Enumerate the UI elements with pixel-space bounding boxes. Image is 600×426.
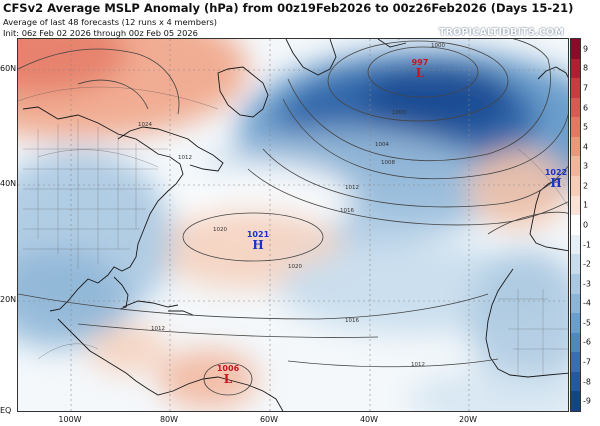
colorbar-segment	[571, 254, 580, 275]
lon-label-100w: 100W	[58, 415, 82, 424]
colorbar-tick-label: 7	[583, 83, 589, 93]
colorbar-tick-label: -2	[583, 259, 591, 269]
colorbar-tick-label: 8	[583, 63, 589, 73]
high-pressure-value: 1022	[544, 168, 568, 177]
lon-label-60w: 60W	[259, 415, 279, 424]
colorbar-tick-label: -8	[583, 377, 591, 387]
colorbar-segment	[571, 97, 580, 118]
low-pressure-symbol: L	[415, 66, 425, 80]
colorbar-segment	[571, 352, 580, 373]
colorbar-segment	[571, 313, 580, 334]
high-pressure-center-iberia: 1022 H	[544, 168, 568, 190]
isobar-label: 1016	[340, 208, 354, 214]
brand-watermark: TROPICALTIDBITS.COM	[438, 27, 564, 38]
colorbar-segment	[571, 117, 580, 138]
colorbar-segment	[571, 215, 580, 236]
isobar-label: 1020	[288, 264, 302, 270]
colorbar-tick-label: 2	[583, 181, 589, 191]
colorbar-tick-label: 9	[583, 44, 589, 54]
anomaly-map-graphic: 1000 1000 1004 1008 1012 1016 1020 1020 …	[18, 39, 568, 411]
isobar-label: 1004	[375, 142, 389, 148]
isobar-label-layer: 1000 1000 1004 1008 1012 1016 1020 1020 …	[138, 43, 445, 368]
high-pressure-value: 1021	[246, 230, 270, 239]
colorbar-tick-label: -1	[583, 240, 591, 250]
low-pressure-value: 997	[411, 58, 429, 67]
colorbar-segment	[571, 332, 580, 353]
colorbar-tick-label: 3	[583, 161, 589, 171]
isobar-label: 1000	[392, 110, 406, 116]
colorbar-segment	[571, 371, 580, 392]
colorbar-tick-label: -9	[583, 396, 591, 406]
colorbar-tick-label: 6	[583, 103, 589, 113]
colorbar-tick-label: -5	[583, 318, 591, 328]
high-pressure-symbol: H	[252, 238, 264, 252]
isobar-label: 1008	[381, 160, 395, 166]
map-subtitle-forecasts: Average of last 48 forecasts (12 runs x …	[3, 17, 218, 27]
colorbar-segment	[571, 136, 580, 157]
high-pressure-center: 1021 H	[246, 230, 270, 252]
low-pressure-center-caribbean: 1006 L	[216, 364, 240, 386]
isobar-label: 1012	[411, 362, 425, 368]
colorbar-tick-label: 5	[583, 122, 589, 132]
colorbar-tick-label: -6	[583, 337, 591, 347]
lat-label-40n: 40N	[0, 179, 17, 188]
anomaly-map: 1000 1000 1004 1008 1012 1016 1020 1020 …	[17, 38, 569, 412]
low-pressure-value: 1006	[216, 364, 240, 373]
colorbar	[570, 38, 581, 412]
colorbar-segment	[571, 195, 580, 216]
colorbar-segment	[571, 39, 580, 60]
isobar-label: 1012	[178, 155, 192, 161]
low-pressure-symbol: L	[223, 372, 233, 386]
colorbar-segment	[571, 273, 580, 295]
isobar-label: 1012	[345, 185, 359, 191]
colorbar-tick-label: -3	[583, 279, 591, 289]
colorbar-segment	[571, 156, 580, 177]
lon-label-40w: 40W	[359, 415, 379, 424]
lon-label-80w: 80W	[159, 415, 179, 424]
colorbar-tick-label: -4	[583, 298, 591, 308]
colorbar-segment	[571, 58, 580, 79]
low-pressure-center: 997 L	[411, 58, 429, 80]
colorbar-tick-label: 0	[583, 220, 589, 230]
isobar-label: 1016	[345, 318, 359, 324]
isobar-label: 1024	[138, 122, 152, 128]
high-pressure-symbol: H	[550, 176, 562, 190]
isobar-label: 1020	[213, 227, 227, 233]
state-borders	[23, 119, 568, 375]
colorbar-tick-label: -7	[583, 357, 591, 367]
lat-label-20n: 20N	[0, 295, 17, 304]
lat-label-eq: EQ	[0, 406, 12, 415]
anomaly-contours	[18, 86, 568, 360]
map-subtitle-init: Init: 06z Feb 02 2026 through 00z Feb 05…	[3, 28, 198, 38]
colorbar-segment	[571, 78, 580, 99]
colorbar-segment	[571, 293, 580, 314]
lon-label-20w: 20W	[458, 415, 478, 424]
colorbar-segment	[571, 234, 580, 255]
colorbar-tick-label: 4	[583, 142, 589, 152]
colorbar-segment	[571, 391, 580, 412]
coastlines	[22, 39, 568, 411]
isobars	[18, 39, 568, 396]
colorbar-segment	[571, 176, 580, 197]
map-title: CFSv2 Average MSLP Anomaly (hPa) from 00…	[3, 1, 574, 15]
colorbar-tick-label: 1	[583, 200, 589, 210]
isobar-label: 1000	[431, 43, 445, 49]
lat-label-60n: 60N	[0, 64, 17, 73]
isobar-label: 1012	[151, 326, 165, 332]
